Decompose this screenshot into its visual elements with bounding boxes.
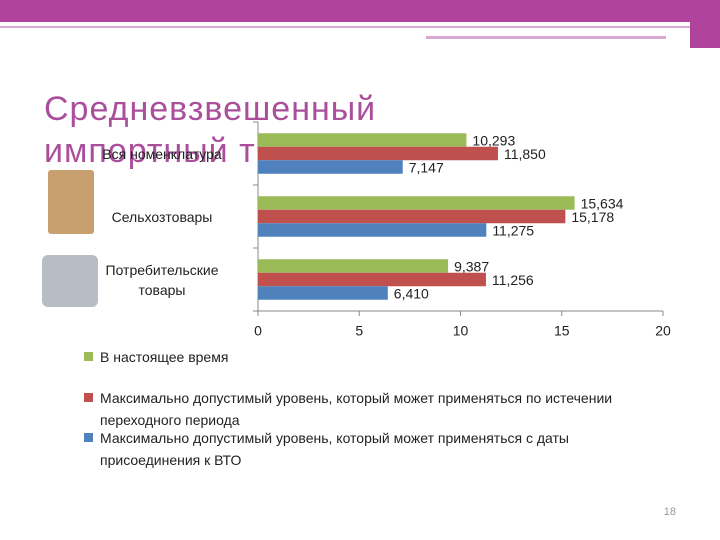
bar bbox=[258, 209, 566, 224]
slide-title: Средневзвешенный импортный т bbox=[44, 90, 377, 170]
legend-entry: Максимально допустимый уровень, который … bbox=[84, 427, 670, 471]
legend-label: Максимально допустимый уровень, который … bbox=[100, 390, 613, 428]
category-label: Потребительские товары bbox=[105, 261, 219, 298]
data-label: 15,634 bbox=[581, 196, 624, 212]
data-label: 11,275 bbox=[492, 223, 534, 239]
x-tick-label: 20 bbox=[655, 323, 671, 339]
bar bbox=[258, 146, 498, 161]
bar bbox=[258, 259, 449, 273]
bar bbox=[258, 272, 486, 287]
bar bbox=[258, 133, 467, 147]
header-band bbox=[0, 0, 720, 22]
bar bbox=[258, 196, 575, 210]
bar bbox=[258, 160, 403, 174]
category-label: Вся номенклатура bbox=[102, 145, 222, 162]
data-label: 7,147 bbox=[409, 160, 444, 176]
data-label: 6,410 bbox=[394, 286, 429, 302]
legend-swatch bbox=[84, 393, 93, 402]
legend-swatch bbox=[84, 433, 93, 442]
icon-bag bbox=[48, 170, 94, 234]
data-label: 9,387 bbox=[454, 259, 489, 275]
data-label: 11,850 bbox=[504, 146, 546, 162]
data-label: 10,293 bbox=[472, 133, 515, 149]
legend-entry: Максимально допустимый уровень, который … bbox=[84, 387, 670, 431]
legend-label: Максимально допустимый уровень, который … bbox=[100, 430, 569, 468]
x-tick-label: 10 bbox=[453, 323, 469, 339]
bar bbox=[258, 223, 487, 237]
data-label: 15,178 bbox=[571, 209, 614, 225]
bar bbox=[258, 286, 388, 300]
legend-entry: В настоящее время bbox=[84, 346, 670, 368]
x-tick-label: 0 bbox=[254, 323, 262, 339]
x-tick-label: 15 bbox=[554, 323, 570, 339]
header-line bbox=[426, 36, 666, 39]
x-tick-label: 5 bbox=[355, 323, 363, 339]
header-block bbox=[690, 0, 720, 48]
icon-appliances bbox=[42, 255, 98, 307]
slide-number: 18 bbox=[663, 506, 676, 518]
legend-label: В настоящее время bbox=[100, 349, 229, 365]
data-label: 11,256 bbox=[492, 272, 534, 288]
legend-swatch bbox=[84, 352, 93, 361]
category-label: Сельхозтовары bbox=[111, 208, 213, 225]
header-line bbox=[0, 26, 700, 28]
